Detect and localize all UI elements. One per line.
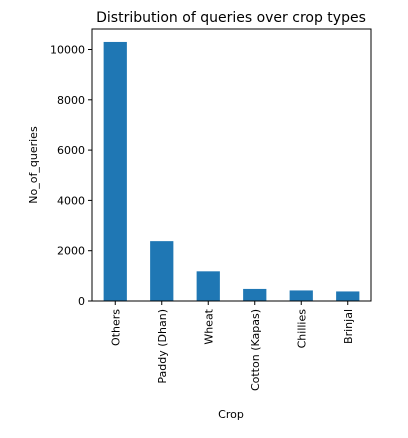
- x-axis-label: Crop: [218, 408, 244, 421]
- y-tick-label: 8000: [57, 94, 85, 107]
- x-tick-label: Wheat: [202, 308, 215, 344]
- bar: [336, 291, 360, 301]
- y-axis-label: No_of_queries: [27, 126, 40, 204]
- bar: [289, 290, 313, 301]
- y-tick-label: 4000: [57, 194, 85, 207]
- y-tick-label: 0: [78, 295, 85, 308]
- bar: [243, 288, 267, 301]
- x-tick-label: Others: [109, 309, 122, 346]
- plot-frame: [91, 28, 372, 302]
- y-tick-label: 2000: [57, 245, 85, 258]
- plot-area: 0 2000 4000 6000 8000 10000 Others Paddy (Dhan)…: [50, 41, 360, 391]
- bar: [103, 41, 127, 301]
- x-tick-label: Brinjal: [342, 309, 355, 344]
- y-tick-label: 10000: [50, 43, 85, 56]
- x-tick-label: Cotton (Kapas): [249, 309, 262, 391]
- bar: [150, 241, 174, 301]
- chart-title: Distribution of queries over crop types: [96, 10, 366, 26]
- y-tick-label: 6000: [57, 144, 85, 157]
- x-tick-label: Paddy (Dhan): [156, 309, 169, 384]
- bar: [196, 271, 220, 301]
- x-tick-label: Chillies: [295, 309, 308, 349]
